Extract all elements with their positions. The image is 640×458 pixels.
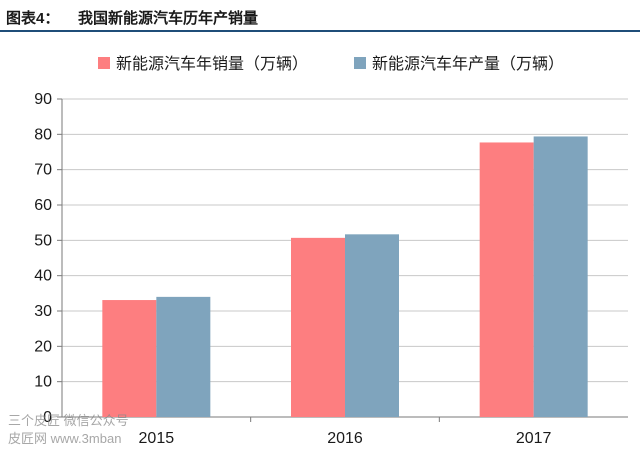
bar-sales-2016	[291, 237, 345, 417]
x-tick-label-2015: 2015	[139, 430, 175, 447]
x-tick-label-2017: 2017	[516, 430, 552, 447]
x-tick-label-2016: 2016	[327, 430, 363, 447]
y-tick-label-80: 80	[34, 126, 52, 143]
y-tick-label-50: 50	[34, 232, 52, 249]
legend-label-sales: 新能源汽车年销量（万辆）	[116, 55, 308, 73]
y-tick-label-20: 20	[34, 338, 52, 355]
watermark-line-1: 三个皮匠 微信公众号	[8, 413, 129, 428]
figure-title: 我国新能源汽车历年产销量	[78, 10, 259, 27]
bar-production-2015	[156, 296, 211, 417]
watermark-line-2: 皮匠网 www.3mban	[8, 431, 122, 446]
y-tick-label-70: 70	[34, 162, 52, 179]
y-tick-label-0: 0	[43, 409, 52, 426]
bar-sales-2017	[479, 142, 534, 417]
y-tick-label-40: 40	[34, 268, 52, 285]
legend-label-production: 新能源汽车年产量（万辆）	[372, 55, 564, 73]
legend-swatch-production	[354, 57, 366, 69]
legend-swatch-sales	[98, 57, 110, 69]
bar-sales-2015	[102, 300, 157, 417]
figure-header: 图表4： 我国新能源汽车历年产销量	[0, 0, 640, 32]
bar-production-2017	[533, 136, 588, 417]
y-tick-label-90: 90	[34, 91, 52, 108]
y-tick-label-60: 60	[34, 197, 52, 214]
bar-production-2016	[345, 234, 399, 417]
y-tick-label-30: 30	[34, 303, 52, 320]
y-tick-label-10: 10	[34, 374, 52, 391]
figure-number: 图表4：	[6, 10, 60, 27]
